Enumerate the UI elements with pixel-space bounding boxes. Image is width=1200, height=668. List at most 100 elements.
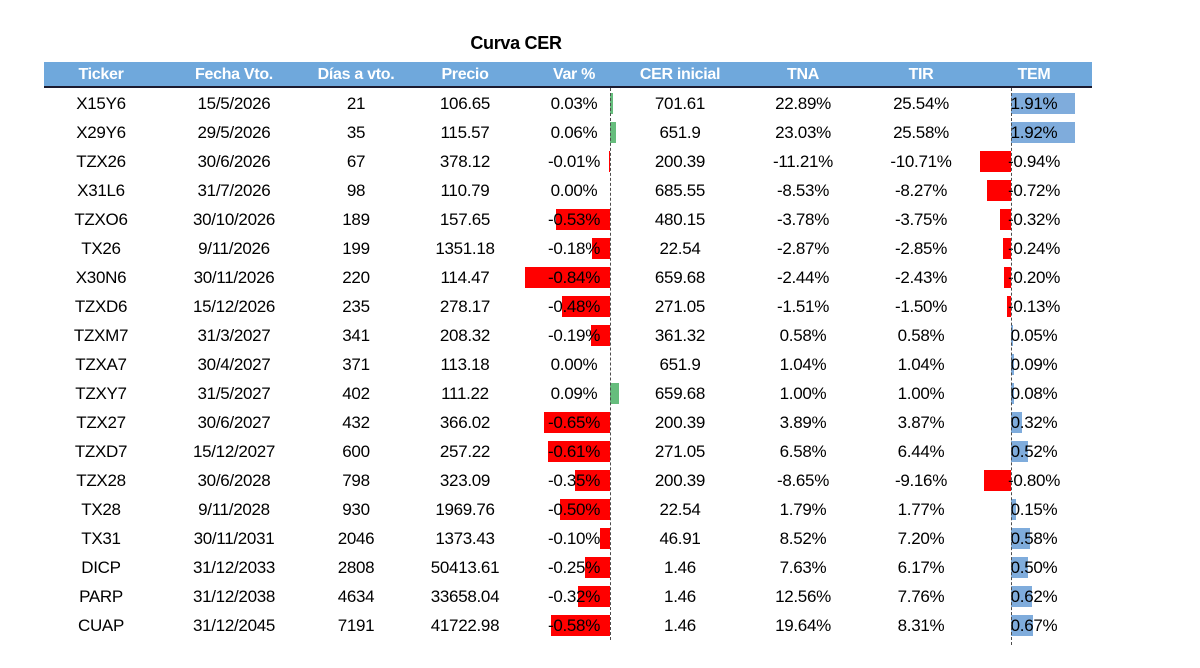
cell-dias[interactable]: 371 <box>310 350 402 379</box>
cell-fecha[interactable]: 31/3/2027 <box>158 321 310 350</box>
cell-tem[interactable]: -0.80% <box>976 466 1092 495</box>
cell-tir[interactable]: -2.43% <box>866 263 976 292</box>
cell-ticker[interactable]: TX31 <box>44 524 158 553</box>
cell-fecha[interactable]: 30/10/2026 <box>158 205 310 234</box>
cell-cer[interactable]: 200.39 <box>620 466 740 495</box>
cell-precio[interactable]: 257.22 <box>402 437 528 466</box>
cell-tna[interactable]: -11.21% <box>740 147 866 176</box>
cell-tna[interactable]: 3.89% <box>740 408 866 437</box>
cell-fecha[interactable]: 29/5/2026 <box>158 118 310 147</box>
cell-fecha[interactable]: 9/11/2026 <box>158 234 310 263</box>
cell-ticker[interactable]: PARP <box>44 582 158 611</box>
cell-tir[interactable]: 6.17% <box>866 553 976 582</box>
cell-precio[interactable]: 1969.76 <box>402 495 528 524</box>
cell-ticker[interactable]: DICP <box>44 553 158 582</box>
cell-var[interactable]: -0.53% <box>528 205 620 234</box>
cell-var[interactable]: -0.58% <box>528 611 620 640</box>
cell-dias[interactable]: 341 <box>310 321 402 350</box>
cell-ticker[interactable]: X29Y6 <box>44 118 158 147</box>
cell-tna[interactable]: -8.53% <box>740 176 866 205</box>
cell-var[interactable]: -0.32% <box>528 582 620 611</box>
cell-cer[interactable]: 271.05 <box>620 437 740 466</box>
cell-fecha[interactable]: 31/12/2038 <box>158 582 310 611</box>
cell-tna[interactable]: 12.56% <box>740 582 866 611</box>
cell-dias[interactable]: 2808 <box>310 553 402 582</box>
cell-tir[interactable]: 1.04% <box>866 350 976 379</box>
cell-tem[interactable]: 0.08% <box>976 379 1092 408</box>
cell-tem[interactable]: 0.15% <box>976 495 1092 524</box>
cell-precio[interactable]: 41722.98 <box>402 611 528 640</box>
cell-dias[interactable]: 220 <box>310 263 402 292</box>
cell-tna[interactable]: -3.78% <box>740 205 866 234</box>
cell-tna[interactable]: 23.03% <box>740 118 866 147</box>
cell-ticker[interactable]: X30N6 <box>44 263 158 292</box>
cell-cer[interactable]: 200.39 <box>620 147 740 176</box>
cell-var[interactable]: 0.00% <box>528 176 620 205</box>
cell-var[interactable]: -0.61% <box>528 437 620 466</box>
cell-precio[interactable]: 208.32 <box>402 321 528 350</box>
cell-ticker[interactable]: TZXO6 <box>44 205 158 234</box>
cell-tir[interactable]: 1.00% <box>866 379 976 408</box>
cell-tna[interactable]: 1.79% <box>740 495 866 524</box>
cell-tna[interactable]: -2.87% <box>740 234 866 263</box>
cell-fecha[interactable]: 9/11/2028 <box>158 495 310 524</box>
cell-tem[interactable]: -0.20% <box>976 263 1092 292</box>
cell-var[interactable]: -0.10% <box>528 524 620 553</box>
cell-tir[interactable]: 1.77% <box>866 495 976 524</box>
column-header-fecha[interactable]: Fecha Vto. <box>195 65 273 83</box>
cell-dias[interactable]: 67 <box>310 147 402 176</box>
column-header-tna[interactable]: TNA <box>787 65 819 83</box>
cell-ticker[interactable]: TZXM7 <box>44 321 158 350</box>
cell-tem[interactable]: 0.50% <box>976 553 1092 582</box>
cell-var[interactable]: -0.65% <box>528 408 620 437</box>
cell-var[interactable]: 0.00% <box>528 350 620 379</box>
cell-tem[interactable]: 0.62% <box>976 582 1092 611</box>
cell-tem[interactable]: -0.94% <box>976 147 1092 176</box>
cell-dias[interactable]: 402 <box>310 379 402 408</box>
cell-ticker[interactable]: TZXA7 <box>44 350 158 379</box>
cell-tir[interactable]: 8.31% <box>866 611 976 640</box>
cell-fecha[interactable]: 31/12/2045 <box>158 611 310 640</box>
cell-ticker[interactable]: TX26 <box>44 234 158 263</box>
cell-precio[interactable]: 323.09 <box>402 466 528 495</box>
cell-tir[interactable]: -3.75% <box>866 205 976 234</box>
cell-fecha[interactable]: 30/11/2026 <box>158 263 310 292</box>
cell-tna[interactable]: 6.58% <box>740 437 866 466</box>
cell-cer[interactable]: 480.15 <box>620 205 740 234</box>
cell-tem[interactable]: 0.05% <box>976 321 1092 350</box>
cell-var[interactable]: -0.35% <box>528 466 620 495</box>
cell-tir[interactable]: -9.16% <box>866 466 976 495</box>
cell-tir[interactable]: 3.87% <box>866 408 976 437</box>
cell-ticker[interactable]: TZXD6 <box>44 292 158 321</box>
cell-precio[interactable]: 1373.43 <box>402 524 528 553</box>
cell-tir[interactable]: 0.58% <box>866 321 976 350</box>
cell-dias[interactable]: 600 <box>310 437 402 466</box>
cell-ticker[interactable]: X31L6 <box>44 176 158 205</box>
cell-var[interactable]: 0.09% <box>528 379 620 408</box>
column-header-precio[interactable]: Precio <box>441 65 489 83</box>
cell-precio[interactable]: 33658.04 <box>402 582 528 611</box>
column-header-tem[interactable]: TEM <box>1017 65 1051 83</box>
cell-dias[interactable]: 98 <box>310 176 402 205</box>
cell-tem[interactable]: -0.72% <box>976 176 1092 205</box>
cell-ticker[interactable]: TZXY7 <box>44 379 158 408</box>
column-header-tir[interactable]: TIR <box>908 65 934 83</box>
cell-precio[interactable]: 106.65 <box>402 89 528 118</box>
cell-cer[interactable]: 659.68 <box>620 379 740 408</box>
cell-precio[interactable]: 110.79 <box>402 176 528 205</box>
cell-tir[interactable]: -1.50% <box>866 292 976 321</box>
cell-dias[interactable]: 930 <box>310 495 402 524</box>
column-header-cer[interactable]: CER inicial <box>639 65 721 83</box>
cell-precio[interactable]: 50413.61 <box>402 553 528 582</box>
cell-fecha[interactable]: 30/6/2026 <box>158 147 310 176</box>
cell-tir[interactable]: 25.58% <box>866 118 976 147</box>
cell-tna[interactable]: 8.52% <box>740 524 866 553</box>
cell-cer[interactable]: 200.39 <box>620 408 740 437</box>
cell-fecha[interactable]: 31/12/2033 <box>158 553 310 582</box>
cell-tna[interactable]: 22.89% <box>740 89 866 118</box>
cell-cer[interactable]: 1.46 <box>620 611 740 640</box>
cell-tem[interactable]: 0.32% <box>976 408 1092 437</box>
cell-tem[interactable]: 1.91% <box>976 89 1092 118</box>
cell-var[interactable]: -0.50% <box>528 495 620 524</box>
cell-precio[interactable]: 114.47 <box>402 263 528 292</box>
